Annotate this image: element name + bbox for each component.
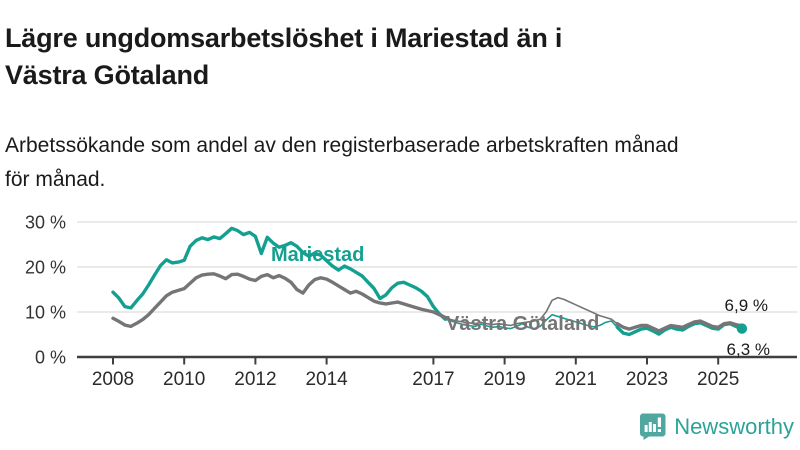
- x-axis-label: 2017: [412, 369, 454, 390]
- x-axis-label: 2014: [305, 369, 348, 390]
- x-axis-label: 2021: [555, 369, 597, 390]
- x-axis-label: 2008: [92, 369, 134, 390]
- mariestad-end-value: 6,3 %: [727, 340, 770, 359]
- vastra-gotaland-end-value: 6,9 %: [725, 296, 768, 315]
- mariestad-line: [111, 226, 447, 321]
- newsworthy-logo-icon: [640, 413, 666, 440]
- y-axis-label: 10 %: [25, 303, 66, 323]
- y-axis-label: 20 %: [25, 258, 66, 278]
- vastra-gotaland-line: [615, 319, 744, 333]
- vastra-gotaland-line: [111, 272, 447, 329]
- x-axis-label: 2010: [163, 369, 205, 390]
- newsworthy-logo-text: Newsworthy: [674, 413, 794, 439]
- chart-subtitle: Arbetssökande som andel av den registerb…: [5, 134, 679, 192]
- x-axis-label: 2025: [697, 369, 739, 390]
- x-axis-label: 2019: [483, 369, 525, 390]
- newsworthy-logo: Newsworthy: [640, 413, 794, 440]
- x-axis-label: 2023: [626, 369, 668, 390]
- chart-title: Lägre ungdomsarbetslöshet i Mariestad än…: [5, 23, 563, 91]
- mariestad-series-label: Mariestad: [271, 244, 364, 266]
- y-axis-label: 30 %: [25, 213, 66, 233]
- mariestad-line-thin: [444, 313, 619, 330]
- vastra-gotaland-line-thin: [444, 296, 619, 327]
- x-axis-label: 2012: [234, 369, 276, 390]
- y-axis-label: 0 %: [35, 348, 66, 368]
- mariestad-end-dot: [736, 323, 748, 334]
- vastra-gotaland-series-label: Västra Götaland: [446, 313, 599, 335]
